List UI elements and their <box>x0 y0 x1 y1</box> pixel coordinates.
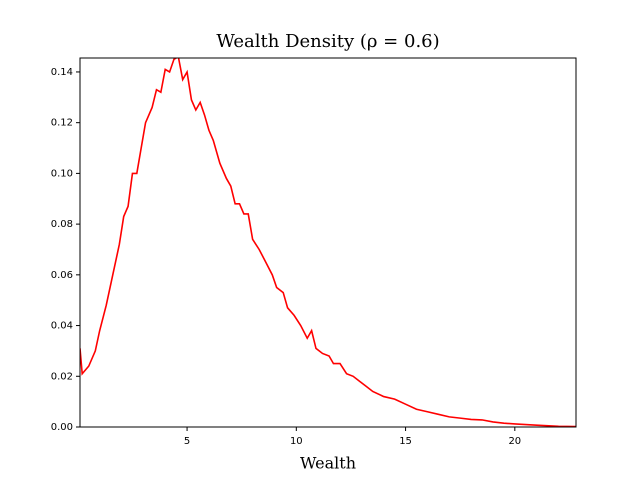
line-series <box>80 58 576 427</box>
y-tick-label: 0.08 <box>51 219 73 230</box>
y-tick-label: 0.00 <box>51 422 73 433</box>
y-tick-label: 0.02 <box>51 371 73 382</box>
y-tick-label: 0.14 <box>51 67 73 78</box>
chart-title: Wealth Density (ρ = 0.6) <box>216 31 439 52</box>
y-tick-label: 0.04 <box>51 321 73 332</box>
x-tick-label: 15 <box>399 436 412 447</box>
x-tick-label: 20 <box>508 436 521 447</box>
x-tick-label: 5 <box>184 436 190 447</box>
y-tick-label: 0.06 <box>51 270 73 281</box>
y-tick-label: 0.10 <box>51 168 73 179</box>
x-tick-label: 10 <box>290 436 303 447</box>
plot-frame <box>79 57 577 428</box>
x-axis-label: Wealth <box>300 454 356 473</box>
y-tick-label: 0.12 <box>51 118 73 129</box>
